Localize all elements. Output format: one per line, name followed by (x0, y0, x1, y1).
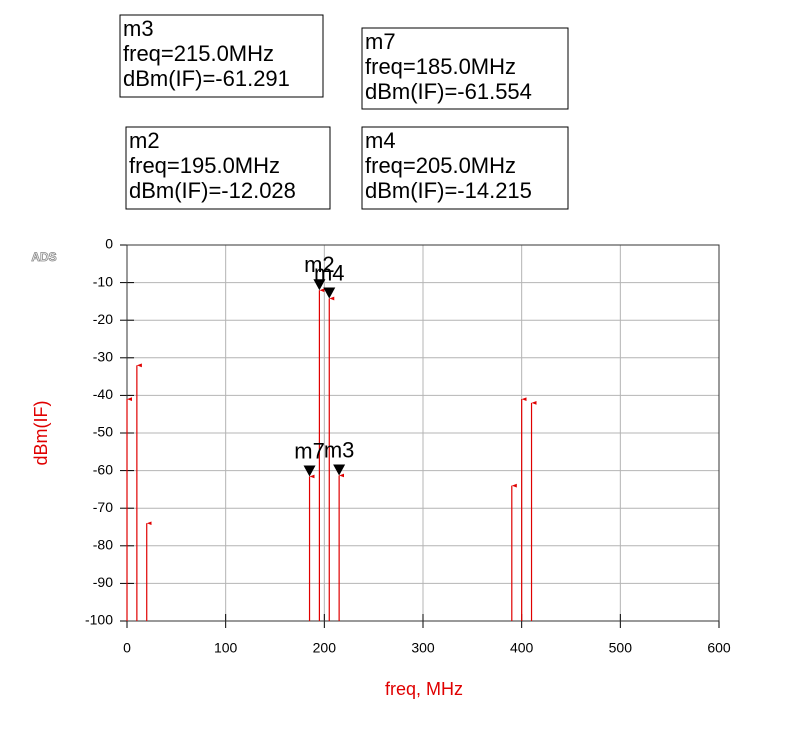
readout-value: dBm(IF)=-14.215 (365, 178, 532, 203)
readout-value: dBm(IF)=-61.291 (123, 66, 290, 91)
x-tick-label: 0 (123, 640, 131, 656)
marker-triangle (323, 287, 336, 299)
readout-value: dBm(IF)=-61.554 (365, 79, 532, 104)
x-tick-label: 100 (214, 640, 238, 656)
marker-label: m7 (294, 438, 325, 463)
readout-name: m7 (365, 29, 396, 54)
y-tick-label: -10 (93, 273, 113, 289)
marker-triangle (313, 279, 326, 291)
y-tick-label: -50 (93, 424, 113, 440)
readout-name: m2 (129, 128, 160, 153)
marker-label: m3 (324, 437, 355, 462)
y-tick-label: -90 (93, 574, 113, 590)
readout-freq: freq=215.0MHz (123, 41, 274, 66)
readout-value: dBm(IF)=-12.028 (129, 178, 296, 203)
marker-triangle (333, 464, 346, 476)
readout-box (119, 14, 324, 98)
marker-label: m4 (314, 260, 345, 285)
readout-box (361, 126, 569, 210)
y-tick-label: -80 (93, 537, 113, 553)
y-tick-label: -20 (93, 311, 113, 327)
readout-name: m3 (123, 16, 154, 41)
marker-label: m2 (304, 252, 335, 277)
readout-name: m4 (365, 128, 396, 153)
readout-freq: freq=185.0MHz (365, 54, 516, 79)
x-tick-label: 600 (707, 640, 731, 656)
x-tick-label: 300 (411, 640, 435, 656)
x-tick-label: 400 (510, 640, 534, 656)
marker-triangle (303, 465, 316, 477)
y-axis-label: dBm(IF) (31, 401, 51, 466)
logo: ADS (31, 250, 56, 264)
readout-freq: freq=205.0MHz (365, 153, 516, 178)
x-tick-label: 200 (313, 640, 337, 656)
readout-box (361, 27, 569, 110)
y-tick-label: 0 (105, 236, 113, 252)
x-tick-label: 500 (609, 640, 633, 656)
y-tick-label: -70 (93, 499, 113, 515)
x-axis-label: freq, MHz (385, 679, 463, 699)
y-tick-label: -100 (85, 612, 113, 628)
y-tick-label: -60 (93, 461, 113, 477)
readout-freq: freq=195.0MHz (129, 153, 280, 178)
y-tick-label: -30 (93, 349, 113, 365)
readout-box (125, 126, 331, 210)
y-tick-label: -40 (93, 386, 113, 402)
